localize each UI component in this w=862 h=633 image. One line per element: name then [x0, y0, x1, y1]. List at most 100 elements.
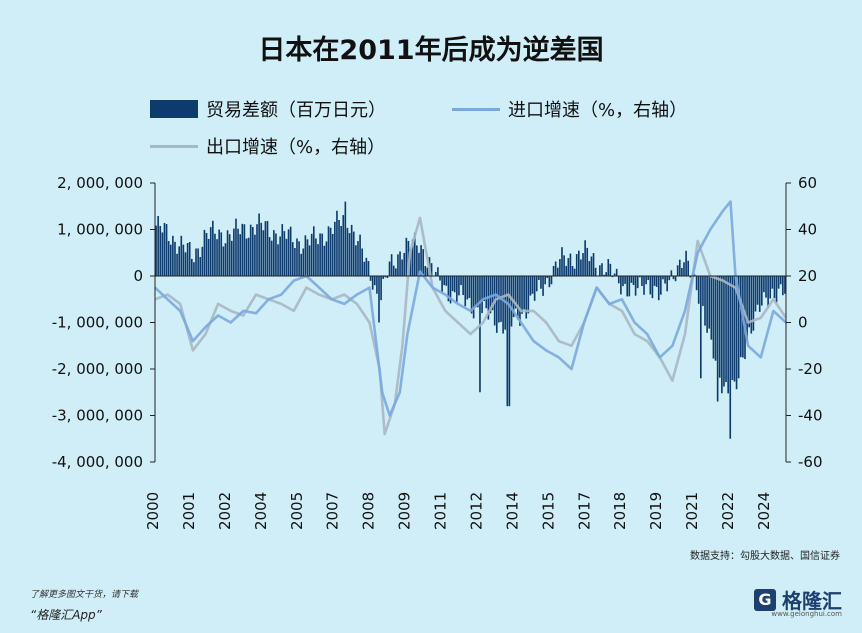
trade-balance-bar	[434, 271, 437, 276]
trade-balance-bar	[207, 238, 210, 276]
trade-balance-bar	[771, 276, 774, 289]
trade-balance-bar	[634, 276, 637, 296]
x-tick-label: 2017	[575, 492, 593, 530]
trade-balance-bar	[575, 254, 578, 276]
trade-balance-bar	[481, 276, 483, 314]
right-tick-label: 60	[798, 174, 817, 192]
trade-balance-bar	[502, 276, 504, 334]
trade-balance-bar	[594, 267, 597, 276]
x-tick-label: 2000	[144, 492, 162, 530]
trade-balance-bar	[727, 276, 729, 394]
trade-balance-bar	[327, 226, 330, 276]
trade-balance-bar	[317, 244, 319, 276]
trade-balance-bar	[636, 276, 639, 289]
right-tick-label: 20	[798, 267, 817, 285]
trade-balance-bar	[666, 276, 668, 292]
trade-balance-bar	[249, 224, 252, 276]
trade-balance-bar	[525, 276, 528, 319]
trade-balance-bar	[607, 259, 610, 276]
trade-balance-bar	[495, 276, 498, 333]
trade-balance-bar	[186, 243, 189, 276]
legend-export: 出口增速（%，右轴）	[150, 133, 385, 159]
trade-balance-bar	[468, 276, 471, 298]
trade-balance-bar	[603, 274, 605, 276]
trade-balance-bar	[346, 227, 349, 276]
trade-balance-bar	[664, 276, 666, 284]
trade-balance-bar	[464, 276, 467, 307]
trade-balance-bar	[573, 268, 576, 276]
trade-balance-bar	[262, 230, 265, 276]
trade-balance-bar	[319, 233, 321, 276]
trade-balance-bar	[281, 224, 284, 276]
trade-balance-bar	[653, 276, 656, 286]
trade-balance-bar	[420, 245, 422, 276]
trade-balance-bar	[731, 276, 734, 381]
trade-balance-bar	[348, 233, 351, 276]
trade-balance-bar	[477, 276, 479, 308]
trade-balance-bar	[754, 276, 757, 312]
trade-balance-bar	[708, 276, 711, 329]
trade-balance-bar	[403, 252, 406, 276]
trade-balance-bar	[704, 276, 706, 326]
trade-balance-bar	[479, 276, 481, 393]
trade-balance-bar	[626, 276, 629, 297]
legend-trade-label: 贸易差额（百万日元）	[206, 100, 386, 121]
logo-icon: G	[754, 588, 776, 611]
x-tick-label: 2005	[288, 492, 306, 530]
trade-balance-bar	[582, 253, 584, 276]
trade-balance-bar	[176, 253, 178, 276]
trade-balance-bar	[716, 276, 719, 402]
trade-balance-bar	[321, 233, 324, 276]
trade-balance-bar	[649, 276, 652, 295]
trade-balance-bar	[592, 253, 595, 276]
footer-app-name: “格隆汇App”	[30, 608, 102, 622]
trade-balance-bar	[190, 258, 193, 276]
trade-balance-bar	[302, 248, 305, 276]
trade-balance-bar	[361, 248, 363, 276]
trade-balance-bar	[769, 276, 772, 299]
trade-balance-bar	[758, 276, 761, 312]
trade-balance-bar	[729, 276, 732, 439]
trade-balance-bar	[569, 253, 572, 276]
trade-balance-bar	[220, 232, 223, 276]
trade-balance-bar	[216, 239, 218, 276]
trade-balance-bar	[725, 276, 727, 383]
trade-balance-bar	[239, 234, 241, 276]
trade-balance-bar	[630, 276, 633, 283]
trade-balance-bar	[763, 276, 765, 293]
trade-balance-bar	[584, 240, 586, 276]
trade-balance-bar	[687, 260, 690, 276]
trade-balance-bar	[735, 276, 738, 390]
trade-balance-bar	[294, 248, 296, 276]
trade-balance-bar	[336, 210, 338, 276]
x-tick-label: 2022	[719, 492, 737, 530]
trade-balance-bar	[401, 259, 403, 276]
trade-balance-bar	[702, 276, 704, 306]
trade-balance-bar	[683, 262, 685, 276]
trade-balance-bar	[197, 248, 199, 276]
right-tick-label: -60	[798, 453, 823, 471]
trade-balance-bar	[315, 238, 317, 276]
trade-balance-bar	[538, 276, 540, 280]
x-tick-label: 2001	[180, 492, 198, 530]
trade-balance-bar	[613, 273, 616, 276]
legend-export-swatch	[150, 144, 198, 148]
trade-balance-bar	[567, 258, 570, 276]
trade-balance-bar	[712, 276, 715, 359]
trade-balance-bar	[369, 276, 372, 281]
trade-balance-bar	[188, 242, 191, 276]
trade-balance-bar	[426, 267, 429, 276]
trade-balance-bar	[615, 268, 618, 276]
trade-balance-bar	[331, 233, 334, 276]
trade-balance-bar	[254, 234, 256, 276]
trade-balance-bar	[300, 253, 302, 276]
x-tick-label: 2019	[647, 492, 665, 530]
trade-balance-bar	[542, 276, 544, 296]
trade-balance-bar	[439, 276, 441, 281]
trade-balance-bar	[466, 276, 469, 300]
trade-balance-bar	[714, 276, 717, 361]
trade-balance-bar	[233, 228, 235, 276]
trade-balance-bar	[685, 250, 687, 276]
trade-balance-bar	[405, 237, 408, 276]
trade-balance-bar	[298, 241, 300, 276]
